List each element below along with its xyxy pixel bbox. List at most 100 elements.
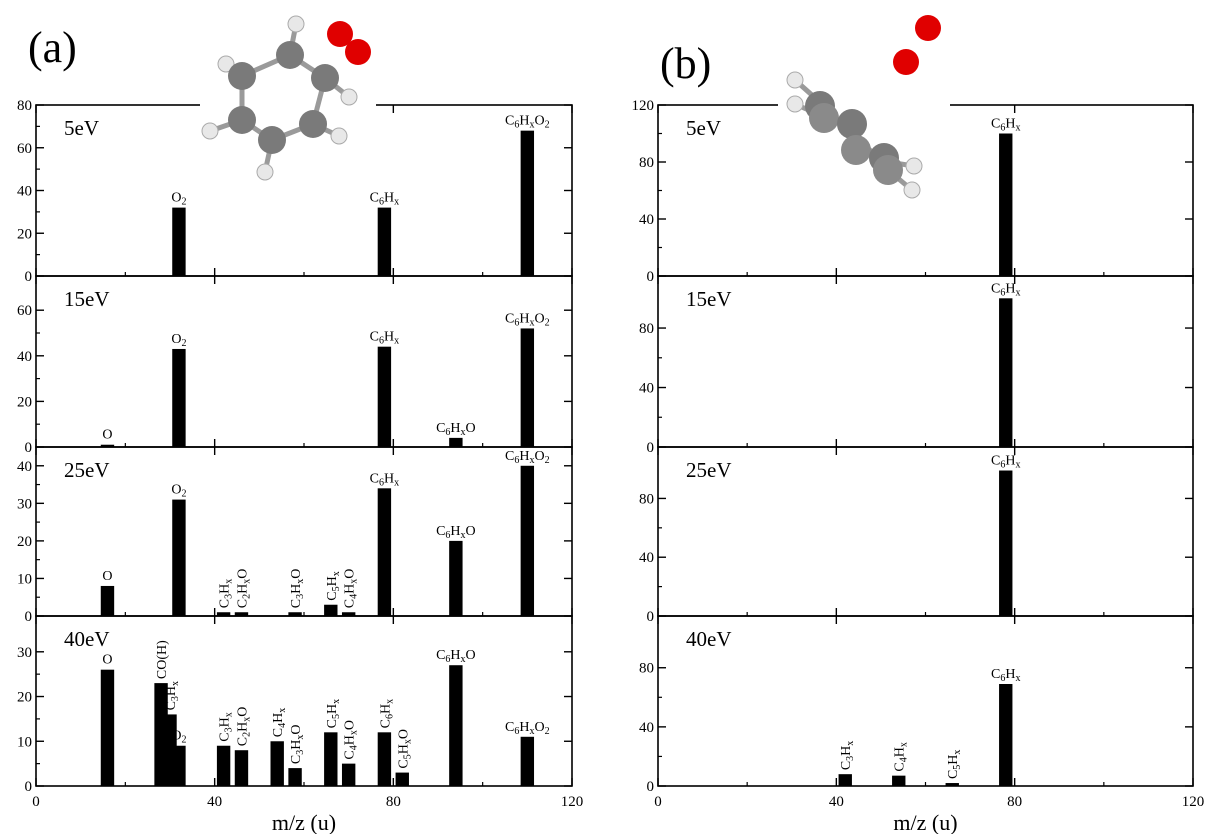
carbon-atom bbox=[873, 155, 903, 185]
energy-label: 15eV bbox=[64, 287, 110, 311]
bar bbox=[324, 604, 338, 616]
panel-label-a: (a) bbox=[28, 23, 77, 72]
bar bbox=[520, 130, 535, 276]
bar-label: C4HxO bbox=[343, 720, 360, 760]
y-tick-label: 40 bbox=[639, 720, 654, 736]
bar-label: C6Hx bbox=[378, 699, 395, 728]
bar-label: O bbox=[102, 428, 112, 443]
y-tick-label: 120 bbox=[632, 98, 655, 114]
subplot-frame bbox=[35, 275, 573, 448]
bar bbox=[838, 774, 852, 786]
x-tick-label: 40 bbox=[829, 794, 844, 810]
molecule-inset-a bbox=[200, 15, 376, 190]
hydrogen-atom bbox=[201, 122, 219, 140]
bar-label: O bbox=[102, 569, 112, 584]
y-tick-label: 80 bbox=[639, 155, 654, 171]
bar-label: C4Hx bbox=[271, 708, 288, 737]
bar-label: C6HxO bbox=[436, 648, 476, 665]
bar-label: C3HxO bbox=[289, 569, 306, 609]
hydrogen-atom bbox=[905, 157, 923, 175]
y-tick-label: 30 bbox=[17, 496, 32, 512]
molecule-inset-b bbox=[778, 15, 950, 200]
hydrogen-atom bbox=[786, 71, 804, 89]
bar-label: C3Hx bbox=[218, 579, 235, 608]
hydrogen-atom bbox=[287, 15, 305, 33]
y-tick-label: 0 bbox=[25, 779, 33, 795]
subplot-5eV: 0 40 80 120 5eV C6Hx bbox=[632, 98, 1194, 285]
bar bbox=[270, 741, 284, 786]
bar bbox=[234, 750, 249, 786]
bar bbox=[377, 732, 392, 786]
energy-label: 40eV bbox=[64, 627, 110, 651]
y-tick-label: 80 bbox=[639, 491, 654, 507]
bar-label: C6Hx bbox=[991, 281, 1020, 298]
energy-label: 5eV bbox=[686, 116, 721, 140]
y-tick-label: 0 bbox=[25, 609, 33, 625]
subplot-15eV: 0 20 40 60 15eV O O2 C6Hx C6HxO C6HxO2 bbox=[17, 275, 573, 456]
bar-label: O2 bbox=[171, 729, 186, 746]
bar bbox=[520, 328, 535, 447]
bar-label: O bbox=[102, 653, 112, 668]
bar bbox=[324, 732, 338, 786]
bar bbox=[520, 736, 535, 786]
oxygen-atom bbox=[345, 39, 371, 65]
bar-label: O2 bbox=[171, 483, 186, 500]
x-axis-label: m/z (u) bbox=[893, 810, 957, 834]
energy-label: 15eV bbox=[686, 287, 732, 311]
bar bbox=[395, 772, 409, 786]
bar-label: C2HxO bbox=[235, 707, 252, 747]
bar bbox=[100, 585, 115, 616]
subplot-frame bbox=[657, 275, 1194, 448]
hydrogen-atom bbox=[786, 95, 804, 113]
carbon-atom bbox=[299, 110, 327, 138]
y-tick-label: 20 bbox=[17, 534, 32, 550]
carbon-atom bbox=[228, 62, 256, 90]
oxygen-atom bbox=[327, 21, 353, 47]
bar-label: C6HxO2 bbox=[505, 114, 550, 131]
bar bbox=[892, 775, 906, 786]
bar-label: C6Hx bbox=[991, 667, 1020, 684]
bar bbox=[172, 499, 186, 616]
bar bbox=[341, 763, 356, 786]
x-axis-label: m/z (u) bbox=[272, 810, 336, 834]
y-tick-label: 0 bbox=[25, 269, 33, 285]
bar bbox=[999, 470, 1013, 616]
bar-label: C6Hx bbox=[991, 117, 1020, 134]
hydrogen-atom bbox=[330, 127, 348, 145]
bar-label: C3Hx bbox=[218, 712, 235, 741]
bar-label: C4Hx bbox=[893, 742, 910, 771]
bar bbox=[100, 444, 115, 447]
bar-label: C5Hx bbox=[946, 750, 963, 779]
bar-label: C6HxO2 bbox=[505, 311, 550, 328]
y-tick-label: 0 bbox=[647, 269, 655, 285]
bar bbox=[999, 684, 1013, 786]
bar-label: C6Hx bbox=[370, 191, 399, 208]
y-tick-label: 20 bbox=[17, 394, 32, 410]
oxygen-atom bbox=[915, 15, 941, 41]
y-tick-label: 40 bbox=[639, 212, 654, 228]
subplot-25eV: 0 40 80 25eV C6Hx bbox=[639, 446, 1194, 625]
bar-label: C4HxO bbox=[343, 569, 360, 609]
oxygen-atom bbox=[893, 49, 919, 75]
y-tick-label: 60 bbox=[17, 141, 32, 157]
hydrogen-atom bbox=[340, 88, 358, 106]
x-tick-label: 0 bbox=[654, 794, 662, 810]
y-tick-label: 40 bbox=[639, 550, 654, 566]
bar-label: O2 bbox=[171, 191, 186, 208]
carbon-atom bbox=[837, 109, 867, 139]
y-tick-label: 10 bbox=[17, 734, 32, 750]
energy-label: 40eV bbox=[686, 627, 732, 651]
x-tick-label: 80 bbox=[386, 794, 401, 810]
y-tick-label: 40 bbox=[17, 184, 32, 200]
panel-label-b: (b) bbox=[660, 39, 711, 88]
bar bbox=[449, 540, 463, 616]
chart-panel-b: 0 40 80 120 5eV C6Hx 0 40 80 15eV C6Hx 0 40 80 25eV C6H… bbox=[632, 98, 1205, 835]
energy-label: 25eV bbox=[64, 458, 110, 482]
bar-label: C6Hx bbox=[370, 330, 399, 347]
bar bbox=[172, 745, 186, 786]
bar bbox=[216, 612, 231, 616]
y-tick-label: 30 bbox=[17, 645, 32, 661]
